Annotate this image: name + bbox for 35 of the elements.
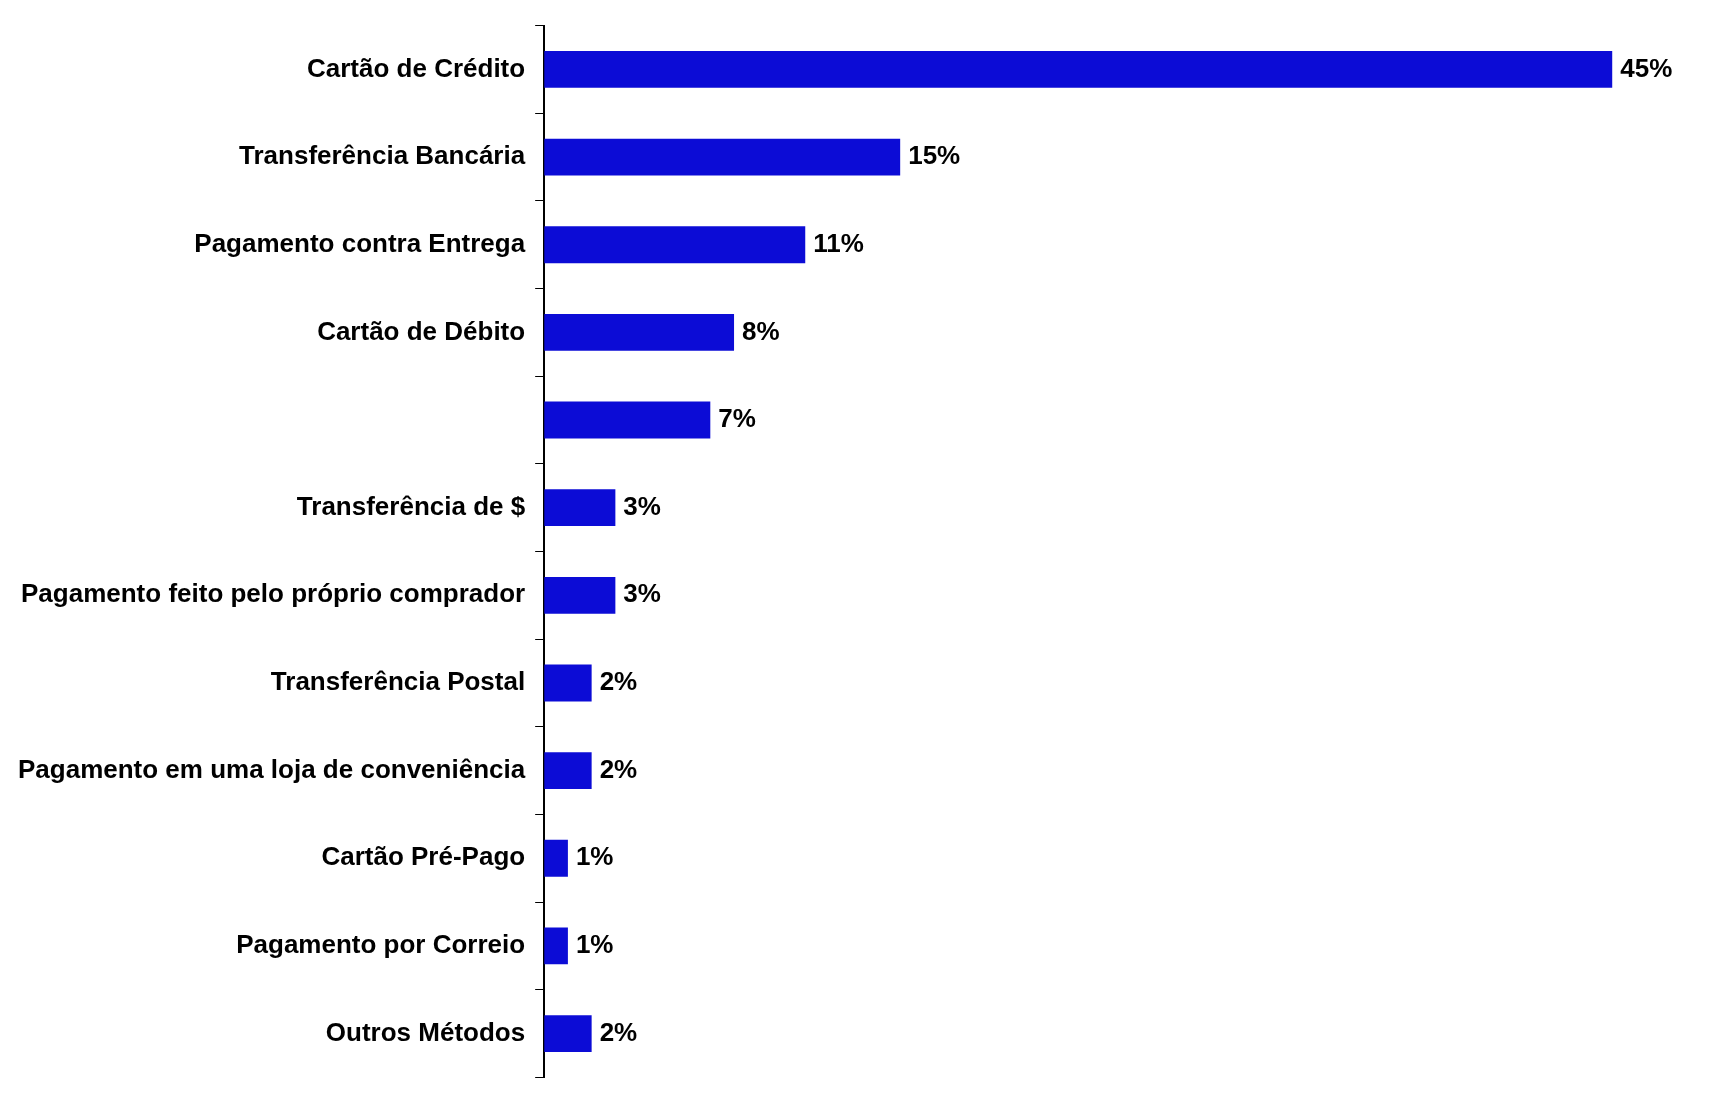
y-tick-label: Pagamento feito pelo próprio comprador	[21, 578, 526, 609]
data-label: 3%	[623, 490, 661, 521]
data-label: 11%	[813, 227, 864, 258]
bar	[544, 664, 592, 702]
y-tick-label: Pagamento em uma loja de conveniência	[17, 753, 526, 784]
data-label: 2%	[599, 753, 638, 784]
bar	[544, 752, 592, 790]
data-label: 15%	[908, 140, 961, 171]
bar	[544, 1015, 592, 1052]
bar	[544, 313, 735, 351]
data-label: 8%	[742, 315, 780, 346]
bar	[544, 839, 568, 877]
bar	[544, 401, 711, 439]
y-tick-label: Outros Métodos	[325, 1016, 526, 1047]
y-tick-label: Transferência de $	[296, 490, 526, 521]
bar	[544, 138, 901, 176]
bar	[544, 576, 616, 614]
y-tick-label: Cartão de Crédito	[307, 52, 526, 83]
y-tick-label: Transferência Bancária	[239, 140, 526, 171]
data-label: 1%	[575, 841, 614, 872]
data-label: 45%	[1620, 52, 1673, 83]
data-label: 3%	[623, 578, 661, 609]
bar	[544, 489, 616, 527]
y-tick-label: Pagamento por Correio	[236, 929, 526, 960]
bar	[544, 927, 568, 965]
y-tick-label: Pagamento contra Entrega	[194, 227, 526, 258]
data-label: 1%	[575, 929, 614, 960]
bar	[544, 51, 1613, 88]
data-label: 2%	[599, 1016, 638, 1047]
y-tick-label: Cartão de Débito	[317, 315, 526, 346]
data-label: 7%	[718, 403, 756, 434]
y-tick-label: Transferência Postal	[270, 666, 526, 697]
y-tick-label: Cartão Pré-Pago	[321, 841, 526, 872]
bar	[544, 226, 806, 264]
data-label: 2%	[599, 666, 638, 697]
